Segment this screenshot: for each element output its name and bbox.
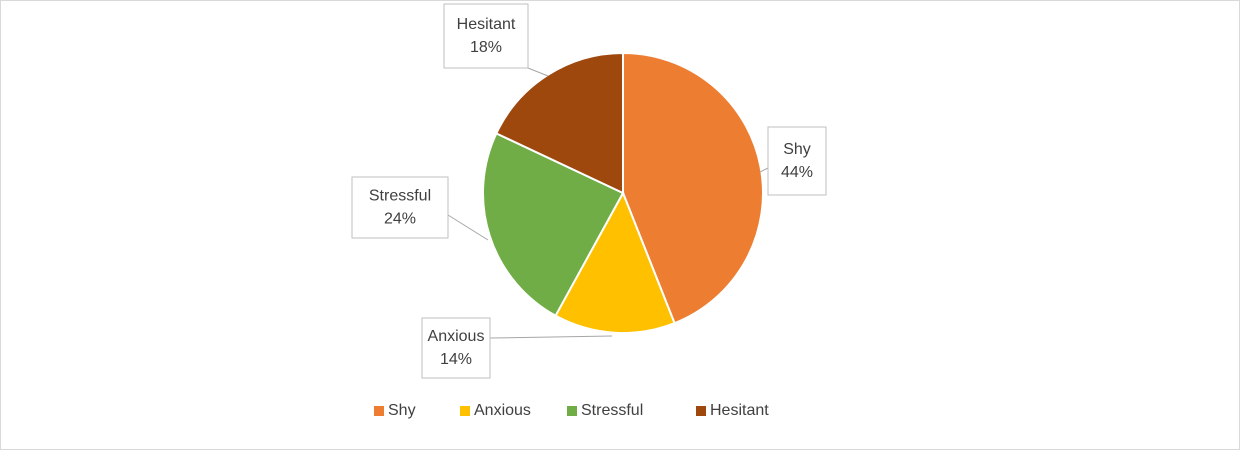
pie-slice [554,190,676,334]
label-category: Stressful [369,188,431,205]
label-category: Anxious [428,328,485,345]
label-box [351,176,449,239]
label-value: 44% [781,164,813,181]
legend-label: Shy [388,402,416,419]
leader-line [447,214,489,241]
label-box [421,317,491,379]
label-category: Hesitant [457,16,516,33]
legend-swatch [374,406,384,416]
label-value: 18% [470,39,502,56]
label-category: Shy [783,141,811,158]
leader-line [759,167,769,173]
leader-line [489,335,613,339]
legend-label: Hesitant [710,402,769,419]
legend-swatch [696,406,706,416]
label-box [767,126,827,196]
label-value: 14% [440,351,472,368]
label-value: 24% [384,211,416,228]
pie-slice [494,51,624,195]
pie-slice [482,132,625,318]
pie-slice [622,51,764,325]
legend-label: Stressful [581,402,643,419]
legend-swatch [460,406,470,416]
leader-line [527,67,549,77]
legend-swatch [567,406,577,416]
legend-label: Anxious [474,402,531,419]
label-box [443,3,529,69]
